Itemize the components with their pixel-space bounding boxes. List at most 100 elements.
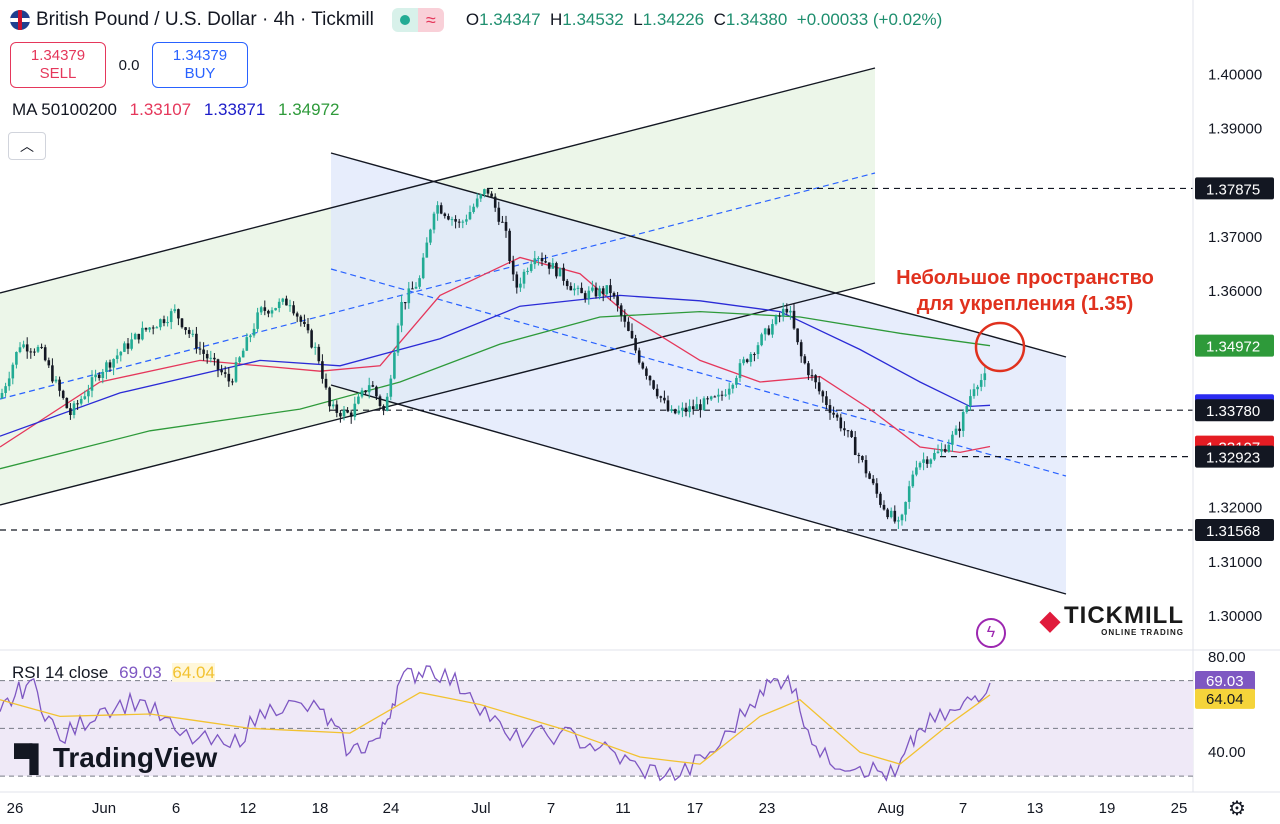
candle-body xyxy=(904,501,907,515)
candle-body xyxy=(429,229,432,243)
candle-body xyxy=(943,448,947,452)
market-status[interactable]: ≈ xyxy=(391,8,444,32)
candle-body xyxy=(551,263,555,269)
candle-body xyxy=(562,267,565,281)
candle-body xyxy=(357,396,360,404)
descending-channel-top xyxy=(330,152,1067,358)
candle-body xyxy=(972,389,976,397)
candle-body xyxy=(461,221,465,223)
candle-body xyxy=(771,324,774,335)
candle-body xyxy=(558,267,562,277)
candle-body xyxy=(893,510,897,522)
lightning-icon[interactable]: ϟ xyxy=(976,618,1006,648)
price-tick-label: 1.40000 xyxy=(1208,66,1262,83)
candle-body xyxy=(807,363,810,376)
time-tick-label: 12 xyxy=(240,800,257,817)
price-tag xyxy=(1195,399,1274,422)
candle-body xyxy=(303,321,306,325)
candle-body xyxy=(637,350,641,363)
candle-body xyxy=(443,213,447,217)
candle-body xyxy=(137,333,141,340)
price-tick-label: 1.30000 xyxy=(1208,608,1262,625)
candle-body xyxy=(796,328,799,343)
candle-body xyxy=(623,315,627,322)
candle-body xyxy=(691,406,695,410)
candle-body xyxy=(756,345,760,355)
candle-body xyxy=(983,373,987,381)
rsi-value: 69.03 xyxy=(119,663,162,682)
candle-body xyxy=(828,405,832,413)
candle-body xyxy=(832,412,835,415)
candle-body xyxy=(825,396,828,406)
market-open-icon xyxy=(391,8,418,32)
candle-body xyxy=(555,263,558,277)
candle-body xyxy=(785,308,789,313)
candle-body xyxy=(0,392,4,399)
sell-price: 1.34379 xyxy=(30,47,86,64)
descending-channel-fill xyxy=(331,153,1066,594)
buy-price: 1.34379 xyxy=(172,47,228,64)
candle-body xyxy=(738,363,742,378)
candle-body xyxy=(105,362,108,372)
tradingview-name: TradingView xyxy=(52,742,218,773)
candle-body xyxy=(529,264,533,271)
candle-body xyxy=(324,378,328,388)
candle-body xyxy=(36,346,40,352)
tradingview-logo[interactable]: ▀▌ TradingView xyxy=(14,742,217,774)
candle-body xyxy=(969,396,972,407)
candle-body xyxy=(486,189,490,194)
candle-body xyxy=(310,330,313,348)
candle-body xyxy=(29,351,33,353)
price-tag xyxy=(1195,334,1274,357)
candle-body xyxy=(274,308,277,311)
candle-body xyxy=(882,504,886,510)
ma200-line xyxy=(0,310,991,470)
candle-body xyxy=(742,359,745,364)
candle-body xyxy=(133,333,137,340)
candle-body xyxy=(799,342,803,357)
candle-body xyxy=(119,351,123,356)
candle-body xyxy=(51,365,54,382)
collapse-legend-button[interactable]: ︿ xyxy=(8,132,46,160)
candle-body xyxy=(490,193,493,197)
candle-body xyxy=(130,339,133,349)
ma-legend[interactable]: MA 50100200 1.33107 1.33871 1.34972 xyxy=(12,100,339,120)
rsi-legend[interactable]: RSI 14 close 69.03 64.04 xyxy=(12,663,215,683)
candle-body xyxy=(252,328,256,336)
candle-body xyxy=(299,316,303,322)
candle-body xyxy=(421,257,425,279)
sell-button[interactable]: 1.34379 SELL xyxy=(10,42,106,88)
candle-body xyxy=(713,396,717,398)
candle-body xyxy=(371,385,375,387)
candle-body xyxy=(767,328,771,335)
buy-button[interactable]: 1.34379 BUY xyxy=(152,42,248,88)
chevron-up-icon: ︿ xyxy=(20,138,34,154)
candle-body xyxy=(936,451,940,454)
candle-body xyxy=(616,296,619,306)
tickmill-sub: ONLINE TRADING xyxy=(1101,628,1184,637)
price-tag-label: 1.31568 xyxy=(1206,523,1260,540)
candle-body xyxy=(749,354,753,362)
candle-body xyxy=(940,448,943,452)
candle-body xyxy=(519,283,522,288)
price-tick-label: 1.37000 xyxy=(1208,229,1262,246)
annotation-text: Небольшое пространство для укрепления (1… xyxy=(870,265,1180,317)
candle-body xyxy=(821,391,825,397)
candle-body xyxy=(465,219,468,222)
candle-body xyxy=(457,221,461,223)
candle-body xyxy=(180,318,184,328)
candle-body xyxy=(663,397,666,401)
candle-body xyxy=(223,372,227,374)
candle-body xyxy=(681,407,684,411)
candle-body xyxy=(871,478,875,484)
settings-gear-icon[interactable]: ⚙ xyxy=(1228,798,1246,820)
candle-body xyxy=(195,333,198,349)
candle-body xyxy=(875,483,879,494)
candle-body xyxy=(666,400,670,411)
symbol-title[interactable]: British Pound / U.S. Dollar · 4h · Tickm… xyxy=(36,9,374,30)
candle-body xyxy=(126,343,130,349)
candle-body xyxy=(101,371,105,379)
candle-body xyxy=(256,312,259,329)
candle-body xyxy=(220,369,223,373)
